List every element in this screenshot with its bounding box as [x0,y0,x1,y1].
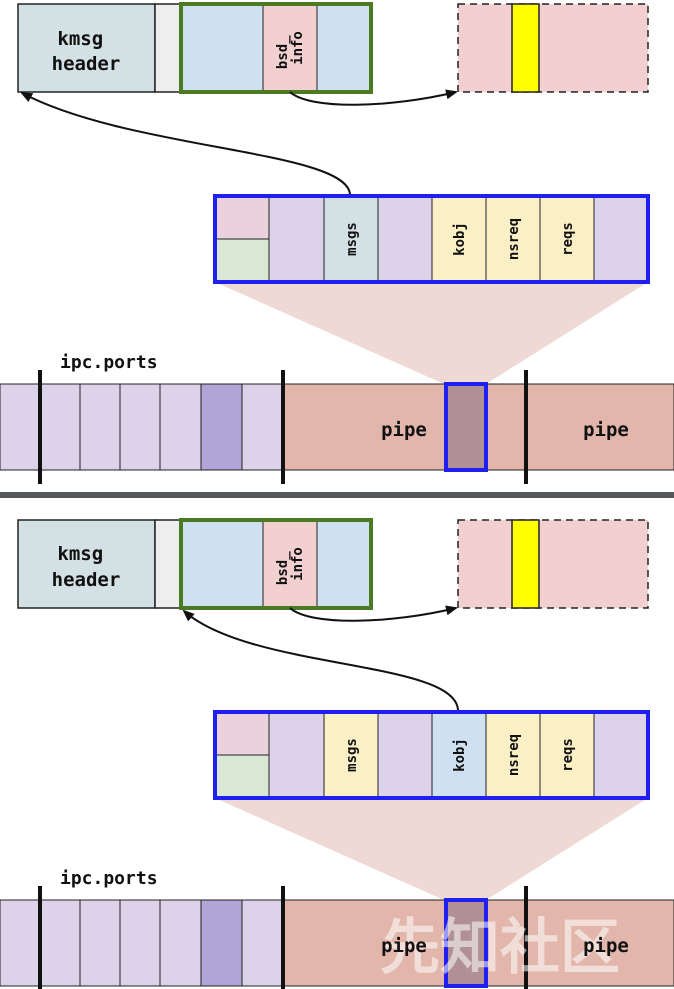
kmsg-gap-box [154,3,182,93]
port-label-msgs: msgs [344,738,360,772]
arrow-bsd-info-to-proc [289,605,458,622]
port-label-kobj: kobj [452,222,468,256]
port-label-msgs: msgs [344,222,360,256]
pipe-label-2: pipe [583,935,629,957]
ipc-ports-label: ipc.ports [60,868,158,889]
bsd-info-label: bsd_ info [275,27,306,69]
port-field-kobj [431,711,487,799]
port-blue-frame [213,710,650,800]
kmsg-header-label: kmsg header [52,28,121,75]
yellow-target-field [511,519,540,609]
zoom-wedge [215,282,648,384]
message-green-frame [179,2,373,94]
port-label-reqs: reqs [560,222,576,256]
message-body-right [316,519,372,609]
proc-struct-box [457,3,649,93]
port-label-reqs: reqs [560,738,576,772]
port-label-nsreq: nsreq [506,218,522,260]
port-struct: msgs kobj nsreq reqs [213,710,650,800]
message-body-left [180,519,264,609]
arrow-bsd-info-to-proc [289,89,458,106]
kmsg-header-box [17,3,156,93]
bsd-info-label: bsd_ info [275,543,306,585]
port-struct: msgs kobj nsreq reqs [213,194,650,284]
kmsg-header-label: kmsg header [52,543,121,591]
port-field-msgs [323,195,379,283]
port-field-msgs [323,711,379,799]
memory-strip: pipe pipe [0,370,674,484]
memory-strip: 先知社区 pipe pipe [0,886,674,989]
message-body-right [316,3,372,93]
port-label-kobj: kobj [452,738,468,772]
pipe-label-1: pipe [381,935,427,957]
pipe-label-2: pipe [583,419,629,441]
port-field-reqs [539,711,595,799]
port-field-reqs [539,195,595,283]
panel-separator [0,492,674,498]
message-body-left [180,3,264,93]
proc-struct-box [457,519,649,609]
kmsg-gap-box [154,519,182,609]
zoom-wedge [215,798,648,900]
port-blue-frame [213,194,650,284]
pipe-label-1: pipe [381,419,427,441]
port-field-nsreq [485,195,541,283]
panel-1: kmsg header bsd_ info [0,2,674,484]
yellow-target-field [511,3,540,93]
panel-2: kmsg header bsd_ info msgs [0,518,674,989]
overlap-port-slot [444,382,488,472]
overlap-port-slot [444,898,488,988]
arrow-msgs-to-kmsg [20,92,351,195]
arrow-kobj-to-message [182,609,459,711]
ipc-ports-label: ipc.ports [60,352,158,373]
pipe-buffer-2 [525,383,674,471]
pipe-buffer-2 [525,899,674,987]
port-label-nsreq: nsreq [506,734,522,776]
watermark: 先知社区 [380,913,620,983]
message-green-frame [179,518,373,610]
kmsg-header-box [17,519,156,609]
